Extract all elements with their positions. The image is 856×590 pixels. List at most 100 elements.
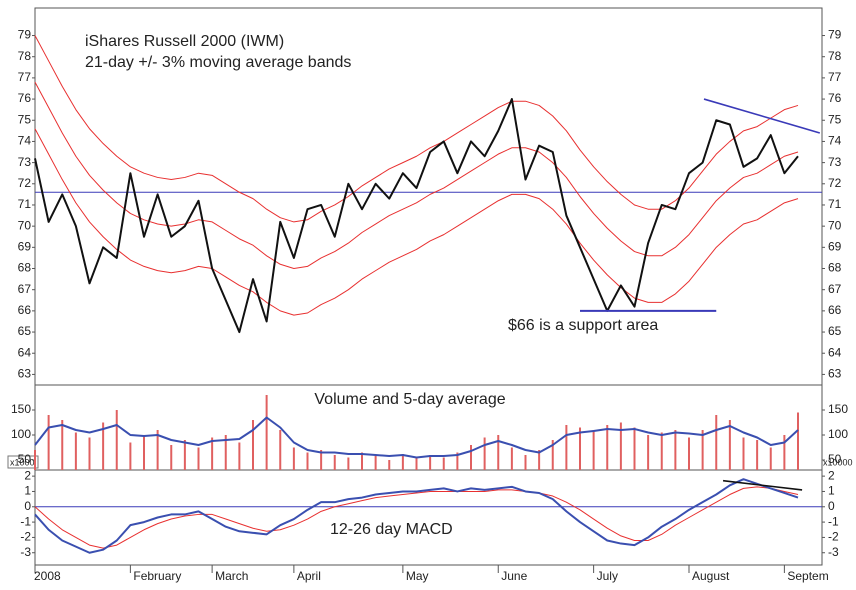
volume-bar [688, 437, 690, 470]
y-tick-label: -3 [20, 545, 31, 559]
x-tick-label: May [406, 569, 429, 583]
trend-line [722, 479, 803, 491]
volume-bar [483, 437, 486, 470]
series-line [34, 98, 799, 334]
volume-bar [660, 432, 663, 470]
volume-bar [674, 430, 677, 470]
volume-bar [619, 422, 622, 470]
volume-bar [252, 420, 254, 470]
series-line [34, 81, 799, 270]
y-tick-label: -2 [828, 530, 839, 544]
y-tick-label: 2 [24, 468, 31, 482]
unit-box [7, 455, 39, 469]
y-tick-label: 73 [18, 155, 32, 169]
y-tick-label: 73 [828, 155, 842, 169]
volume-bar [551, 440, 554, 470]
x-tick-label: April [297, 569, 321, 583]
volume-bar [429, 455, 432, 470]
annotation: $66 is a support area [508, 317, 658, 334]
y-tick-label: 78 [828, 49, 842, 63]
y-tick-label: -1 [828, 514, 839, 528]
y-tick-label: 72 [828, 176, 842, 190]
volume-bar [292, 447, 295, 470]
volume-bar [102, 422, 105, 470]
volume-bar [388, 460, 391, 470]
volume-bar [170, 445, 173, 470]
y-tick-label: 74 [828, 134, 842, 148]
y-tick-label: -2 [20, 530, 31, 544]
x-tick-label: August [692, 569, 730, 583]
y-tick-label: 150 [11, 402, 31, 416]
y-tick-label: 66 [828, 303, 842, 317]
y-tick-label: 78 [18, 49, 32, 63]
panel-title: Volume and 5-day average [314, 391, 505, 408]
volume-bar [320, 450, 323, 470]
y-tick-label: 64 [18, 345, 32, 359]
volume-bar [456, 452, 459, 470]
y-tick-label: 75 [18, 112, 32, 126]
y-tick-label: 68 [828, 261, 842, 275]
volume-bar [633, 427, 636, 470]
volume-bar [183, 440, 186, 470]
series-line [34, 35, 799, 223]
volume-bar [401, 454, 404, 470]
y-tick-label: 0 [24, 499, 31, 513]
volume-bar [579, 427, 581, 470]
volume-bar [211, 437, 214, 470]
volume-bar [538, 450, 541, 470]
x-tick-label: June [501, 569, 527, 583]
volume-bar [115, 410, 118, 470]
y-tick-label: 64 [828, 345, 842, 359]
y-tick-label: 70 [18, 218, 32, 232]
volume-bar [361, 452, 363, 470]
volume-bar [442, 457, 445, 470]
volume-bar [47, 415, 50, 470]
volume-bar [415, 457, 418, 470]
y-tick-label: 67 [18, 282, 32, 296]
y-tick-label: 79 [828, 28, 842, 42]
y-tick-label: 66 [18, 303, 32, 317]
volume-bar [756, 440, 759, 470]
trend-line [703, 98, 821, 134]
unit-label: x1000 [10, 457, 35, 467]
volume-bar [265, 395, 268, 470]
y-tick-label: 69 [828, 240, 842, 254]
volume-bar [306, 452, 309, 470]
volume-bar [34, 450, 36, 470]
volume-bar [797, 412, 799, 470]
y-tick-label: 72 [18, 176, 32, 190]
volume-bar [143, 435, 145, 470]
y-tick-label: 63 [18, 367, 32, 381]
y-tick-label: 76 [18, 91, 32, 105]
volume-bar [224, 435, 227, 470]
volume-bar [197, 447, 200, 470]
volume-bar [374, 456, 377, 470]
x-tick-label: February [133, 569, 181, 583]
volume-bar [742, 437, 745, 470]
volume-bar [156, 430, 159, 470]
y-tick-label: -3 [828, 545, 839, 559]
volume-bar [769, 447, 772, 470]
y-tick-label: 50 [18, 452, 32, 466]
y-tick-label: 0 [828, 499, 835, 513]
volume-bar [61, 420, 64, 470]
series-line [34, 478, 799, 554]
series-line [34, 416, 799, 459]
volume-bar [606, 425, 609, 470]
plot-frame [34, 7, 823, 566]
volume-bar [715, 415, 718, 470]
chart-subtitle: 21-day +/- 3% moving average bands [85, 54, 351, 71]
volume-bar [470, 445, 472, 470]
volume-bar [728, 420, 731, 470]
volume-bar [238, 442, 241, 470]
volume-bar [129, 442, 132, 470]
y-tick-label: 63 [828, 367, 842, 381]
y-tick-label: 75 [828, 112, 842, 126]
volume-bar [333, 455, 336, 470]
y-tick-label: 150 [828, 402, 848, 416]
volume-bar [592, 430, 595, 470]
x-tick-label: March [215, 569, 248, 583]
volume-bar [279, 430, 282, 470]
y-tick-label: 76 [828, 91, 842, 105]
